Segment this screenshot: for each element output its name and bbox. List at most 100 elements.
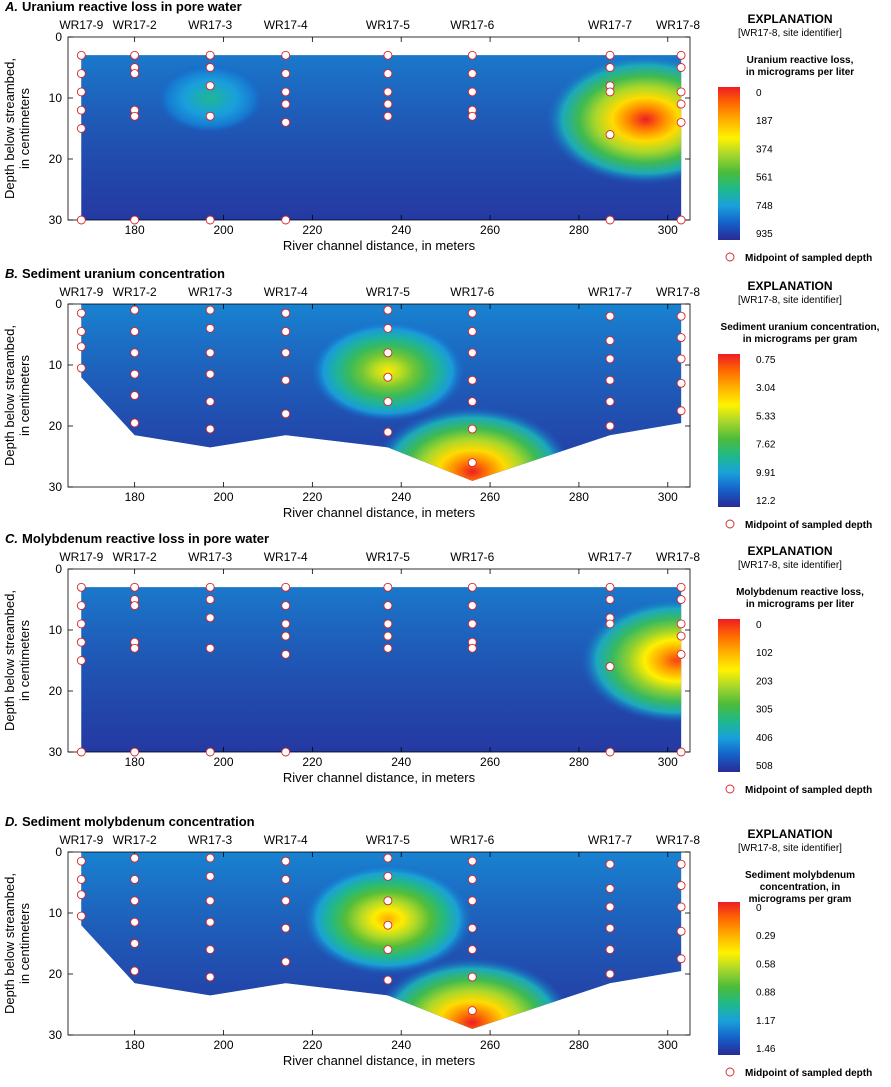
explanation-subtitle: [WR17-8, site identifier] xyxy=(738,560,842,571)
x-tick-label: 280 xyxy=(569,755,589,769)
sample-marker xyxy=(76,637,86,647)
sample-marker xyxy=(76,747,86,757)
site-label: WR17-8 xyxy=(656,833,700,847)
colorbar-label: 5.33 xyxy=(756,411,776,422)
sample-marker xyxy=(676,631,686,641)
colorbar xyxy=(718,902,740,1055)
sample-marker xyxy=(76,875,86,884)
sample-marker xyxy=(383,427,393,437)
sample-marker xyxy=(676,63,686,72)
explanation-title: EXPLANATION xyxy=(747,12,832,26)
sample-marker xyxy=(467,87,477,97)
y-tick-label: 20 xyxy=(49,967,63,981)
sample-marker xyxy=(205,305,215,315)
y-tick-label: 0 xyxy=(55,845,62,859)
x-tick-label: 240 xyxy=(391,755,411,769)
site-label: WR17-3 xyxy=(188,833,232,847)
colorbar-label: 0 xyxy=(756,903,762,914)
site-label: WR17-4 xyxy=(264,550,308,564)
site-label: WR17-8 xyxy=(656,550,700,564)
sample-marker xyxy=(676,333,686,342)
sample-marker xyxy=(130,966,140,976)
sample-marker xyxy=(130,50,140,60)
panel-title: A. Uranium reactive loss in pore water xyxy=(4,0,242,14)
site-label: WR17-7 xyxy=(588,833,632,847)
sample-marker xyxy=(467,458,477,468)
sample-marker xyxy=(605,595,615,604)
sample-marker xyxy=(281,619,291,629)
panel-title-text: Molybdenum reactive loss in pore water xyxy=(22,531,269,546)
sample-marker xyxy=(467,643,477,653)
hotspot xyxy=(157,63,263,133)
sample-marker xyxy=(281,375,291,385)
scale-title: in micrograms per gram xyxy=(743,334,858,345)
sample-marker xyxy=(383,945,393,955)
sample-marker xyxy=(130,917,140,927)
y-tick-label: 30 xyxy=(49,213,63,227)
colorbar-label: 406 xyxy=(756,733,773,744)
sample-marker xyxy=(130,875,140,884)
sample-marker xyxy=(383,323,393,333)
sample-marker xyxy=(467,348,477,358)
y-axis-title-line2: in centimeters xyxy=(17,355,32,436)
y-axis-title-line2: in centimeters xyxy=(17,903,32,984)
sample-marker xyxy=(605,63,615,72)
explanation-title: EXPLANATION xyxy=(747,279,832,293)
sample-marker xyxy=(130,418,140,428)
panel-C: C. Molybdenum reactive loss in pore water… xyxy=(2,531,872,796)
sample-marker xyxy=(281,923,291,933)
sample-marker xyxy=(281,308,291,318)
sample-marker xyxy=(383,397,393,407)
panel-title-text: Sediment molybdenum concentration xyxy=(22,814,255,829)
sample-marker xyxy=(205,613,215,623)
colorbar-label: 0.88 xyxy=(756,988,776,999)
sample-marker xyxy=(281,601,291,611)
sample-marker xyxy=(205,871,215,881)
x-tick-label: 220 xyxy=(302,223,322,237)
panel-title: C. Molybdenum reactive loss in pore water xyxy=(5,531,269,546)
sample-marker xyxy=(205,853,215,863)
x-tick-label: 220 xyxy=(302,755,322,769)
sample-marker xyxy=(676,747,686,757)
y-tick-label: 10 xyxy=(49,91,63,105)
sample-marker xyxy=(281,50,291,60)
sample-marker xyxy=(205,50,215,60)
sample-marker xyxy=(76,656,86,665)
sample-marker xyxy=(605,945,615,955)
sample-marker xyxy=(467,972,477,982)
sample-marker xyxy=(605,397,615,407)
colorbar-label: 561 xyxy=(756,173,773,184)
sample-marker xyxy=(76,69,86,79)
x-tick-label: 280 xyxy=(569,490,589,504)
sample-marker xyxy=(281,99,291,109)
site-label: WR17-6 xyxy=(450,18,494,32)
hotspot xyxy=(302,863,474,975)
sample-marker xyxy=(383,87,393,97)
explanation-subtitle: [WR17-8, site identifier] xyxy=(738,28,842,39)
sample-marker xyxy=(605,902,615,912)
colorbar-label: 0.75 xyxy=(756,355,776,366)
sample-marker xyxy=(76,342,86,352)
colorbar xyxy=(718,87,740,240)
x-tick-label: 240 xyxy=(391,223,411,237)
sample-marker xyxy=(383,896,393,906)
x-tick-label: 240 xyxy=(391,1038,411,1052)
sample-marker xyxy=(676,117,686,127)
site-label: WR17-6 xyxy=(450,285,494,299)
sample-marker xyxy=(281,69,291,79)
sample-marker xyxy=(605,336,615,346)
sample-marker xyxy=(130,391,140,400)
y-axis-title: Depth below streambed,in centimeters xyxy=(2,590,32,731)
sample-marker xyxy=(281,875,291,884)
panel-D: D. Sediment molybdenum concentration WR17-… xyxy=(2,814,872,1079)
site-label: WR17-9 xyxy=(59,18,103,32)
sample-marker xyxy=(383,871,393,881)
hotspot xyxy=(545,55,682,185)
sample-marker xyxy=(76,890,86,900)
site-label: WR17-2 xyxy=(113,285,157,299)
sample-marker xyxy=(130,111,140,121)
scale-title: Uranium reactive loss, xyxy=(747,55,854,66)
scale-title: Molybdenum reactive loss, xyxy=(736,587,864,598)
panel-letter: C. xyxy=(5,531,18,546)
sample-marker xyxy=(383,372,393,382)
